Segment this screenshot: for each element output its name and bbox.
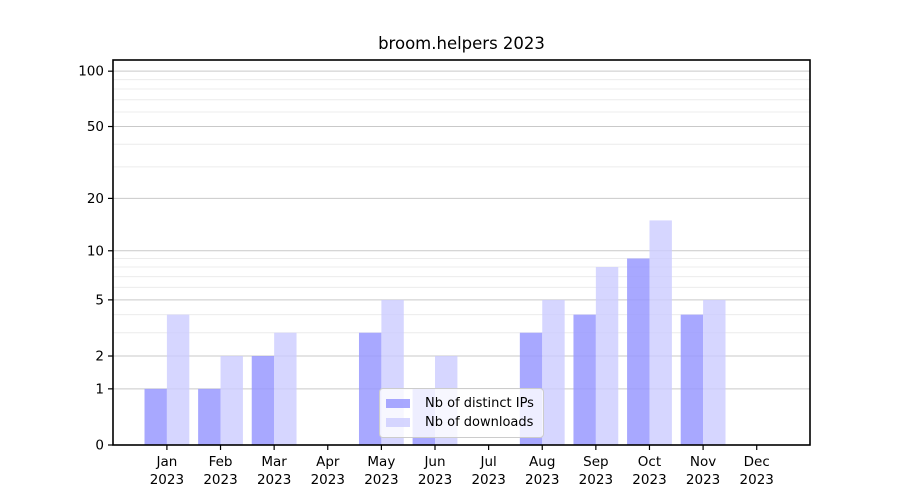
bar-oct-ips <box>627 258 650 445</box>
x-tick-label-month: May <box>367 454 395 470</box>
bar-sep-downloads <box>595 267 619 445</box>
bar-nov-downloads <box>703 299 726 445</box>
x-tick-label-month: Nov <box>690 454 716 470</box>
x-tick-label-year: 2023 <box>579 472 613 488</box>
y-tick-label: 5 <box>95 292 104 308</box>
x-tick-label-year: 2023 <box>686 472 720 488</box>
bar-nov-ips <box>680 314 704 445</box>
x-tick-label-year: 2023 <box>471 472 505 488</box>
x-tick-label-year: 2023 <box>418 472 452 488</box>
chart-title: broom.helpers 2023 <box>378 34 545 53</box>
x-tick-label-month: Jun <box>423 454 445 470</box>
x-tick-label-month: Oct <box>638 454 661 470</box>
x-tick-label-month: Feb <box>209 454 233 470</box>
x-tick-label-year: 2023 <box>632 472 666 488</box>
legend-swatch-downloads <box>386 418 410 427</box>
bar-may-ips <box>358 332 382 445</box>
bar-aug-downloads <box>542 299 565 445</box>
y-tick-label: 100 <box>78 64 104 80</box>
bar-oct-downloads <box>649 220 672 445</box>
minor-gridlines <box>113 79 810 334</box>
x-tick-label-month: Apr <box>316 454 340 470</box>
x-tick-label-year: 2023 <box>364 472 398 488</box>
bar-mar-downloads <box>274 332 297 445</box>
plot-frame <box>112 59 811 446</box>
bar-jan-downloads <box>166 314 190 445</box>
x-tick-label-month: Mar <box>261 454 287 470</box>
y-tick-label: 2 <box>95 349 104 365</box>
legend-item-downloads: Nb of downloads <box>386 413 535 432</box>
y-tick-label: 1 <box>95 381 104 397</box>
x-tick-label-year: 2023 <box>257 472 291 488</box>
x-tick-label-year: 2023 <box>203 472 237 488</box>
x-tick-label-year: 2023 <box>525 472 559 488</box>
y-tick-label: 10 <box>87 243 104 259</box>
x-tick-label-year: 2023 <box>150 472 184 488</box>
legend-label-downloads: Nb of downloads <box>425 415 534 430</box>
y-tick-label: 0 <box>95 438 104 454</box>
x-tick-label-year: 2023 <box>311 472 345 488</box>
x-tick-label-month: Jul <box>479 454 496 470</box>
bar-jan-ips <box>144 388 167 445</box>
x-tick-label-month: Sep <box>583 454 608 470</box>
series-downloads <box>166 220 726 445</box>
x-tick-label-month: Dec <box>744 454 770 470</box>
legend: Nb of distinct IPs Nb of downloads <box>379 388 544 438</box>
x-tick-label-year: 2023 <box>740 472 774 488</box>
x-tick-label-month: Aug <box>529 454 555 470</box>
bar-mar-ips <box>251 356 275 445</box>
y-axis: 0 1 2 5 10 20 50 100 <box>78 64 113 454</box>
y-tick-label: 50 <box>87 119 104 135</box>
bar-feb-ips <box>198 388 221 445</box>
legend-swatch-distinct-ips <box>386 399 410 408</box>
bar-feb-downloads <box>220 356 243 445</box>
x-tick-label-month: Jan <box>155 454 177 470</box>
bar-sep-ips <box>573 314 596 445</box>
legend-label-distinct-ips: Nb of distinct IPs <box>425 396 534 411</box>
x-axis: Jan 2023 Feb 2023 Mar 2023 Apr 2023 May 2023 Jun 20… <box>150 445 774 488</box>
legend-item-distinct-ips: Nb of distinct IPs <box>386 394 535 413</box>
y-tick-label: 20 <box>87 191 104 207</box>
